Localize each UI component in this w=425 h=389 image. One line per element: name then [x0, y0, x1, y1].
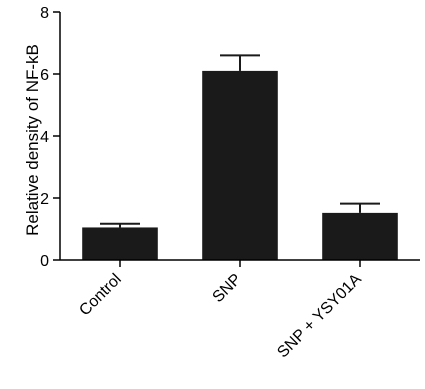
- y-tick-label: 0: [40, 253, 49, 270]
- y-tick-label: 6: [40, 67, 49, 84]
- y-tick-label: 2: [40, 191, 49, 208]
- x-tick-label: SNP: [210, 271, 245, 306]
- bar: [322, 212, 398, 260]
- y-axis: 0 2 4 6 8: [40, 5, 61, 270]
- y-tick-label: 8: [40, 5, 49, 22]
- error-bars-group: [100, 54, 380, 228]
- bar: [82, 227, 158, 260]
- y-axis-label: Relative density of NF-kB: [23, 44, 42, 236]
- bar: [202, 70, 278, 261]
- x-axis: Control SNP SNP + YSY01A: [60, 259, 420, 362]
- y-tick-label: 4: [40, 129, 49, 146]
- bars-group: [82, 70, 398, 261]
- x-tick-label: Control: [76, 271, 124, 319]
- x-tick-label: SNP + YSY01A: [274, 271, 365, 362]
